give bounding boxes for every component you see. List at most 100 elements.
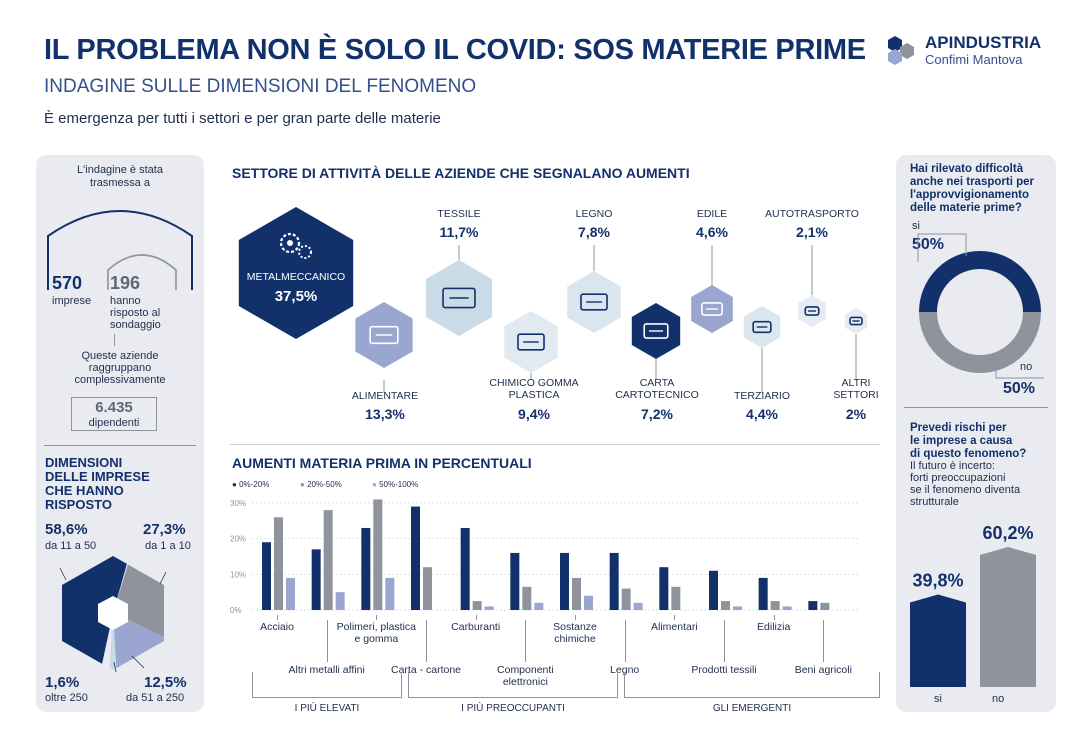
size-value-over-250: 1,6% [45, 674, 80, 691]
category-tick [326, 620, 328, 662]
responded-label-1: hanno [110, 295, 141, 307]
house-outline-icon [47, 210, 193, 290]
sector-label-terziario: TERZIARIO [733, 390, 790, 402]
size-hexagon-chart [59, 556, 167, 673]
bar-1-0 [311, 549, 321, 610]
risk-text-2: forti preoccupazioni [910, 472, 1006, 484]
sectors-hexagons [238, 207, 868, 393]
transport-question-2: anche nei trasporti per [910, 176, 1034, 188]
bar-4-0 [460, 527, 470, 610]
sector-label-altri: ALTRI [841, 377, 871, 389]
transport-question-1: Hai rilevato difficoltà [910, 163, 1024, 175]
paper-icon [643, 323, 669, 339]
category-label: Sostanze chimiche [553, 621, 597, 645]
y-tick-label: 20% [230, 535, 246, 544]
transport-no-value: 50% [1003, 380, 1036, 397]
bar-6-0 [560, 552, 569, 610]
transport-donut-chart [917, 233, 1044, 379]
bar-11-1 [820, 602, 830, 610]
risk-text-1: Il futuro è incerto: [910, 460, 995, 472]
sector-hexagon-0 [238, 207, 354, 339]
bar-9-2 [733, 606, 742, 610]
size-title-1: DIMENSIONI [45, 455, 123, 470]
group-bracket [408, 672, 618, 698]
materials-bar-chart: 0% 10% 20% 30% [230, 499, 858, 615]
risk-question-2: le imprese a causa [910, 435, 1013, 447]
sector-label-alimentare: ALIMENTARE [351, 390, 419, 402]
category-label: Prodotti tessili [691, 664, 757, 676]
size-value-1-10: 27,3% [143, 521, 186, 538]
responded-label-2: risposto al [110, 307, 161, 319]
sector-label-altri-2: SETTORI [833, 389, 879, 401]
transport-question-4: delle materie prime? [910, 202, 1022, 214]
sector-label-carta-2: CARTOTECNICO [615, 389, 699, 401]
sector-label-edile: EDILE [696, 208, 728, 220]
section-divider [230, 444, 880, 445]
logo-name: APINDUSTRIA [925, 33, 1042, 52]
sent-number: 570 [52, 273, 83, 293]
worker-icon [849, 316, 863, 326]
sector-label-chimico: CHIMICO GOMMA [489, 377, 579, 389]
sector-label-autotrasporto: AUTOTRASPORTO [765, 208, 859, 220]
food-icon [369, 325, 399, 345]
sector-value-legno: 7,8% [578, 224, 610, 240]
risk-value-label: 39,8% [912, 570, 963, 590]
page-subtitle: INDAGINE SULLE DIMENSIONI DEL FENOMENO [44, 76, 477, 97]
log-icon [580, 293, 608, 311]
bar-9-0 [709, 570, 718, 610]
category-tick [674, 615, 676, 620]
donut-slice-no [919, 311, 1041, 373]
category-label: Edilizia [757, 621, 791, 633]
bar-10-1 [770, 601, 780, 610]
group-text-3: complessivamente [74, 374, 166, 386]
sector-label-chimico-2: PLASTICA [508, 389, 560, 401]
size-title-2: DELLE IMPRESE [45, 469, 150, 484]
logo-icon [888, 36, 914, 65]
bar-1-1 [323, 510, 333, 610]
y-tick-label: 30% [230, 499, 246, 508]
truck-icon [804, 306, 820, 316]
category-label: Beni agricoli [794, 664, 852, 676]
bar-4-1 [472, 601, 482, 610]
bar-9-1 [721, 601, 730, 610]
bar-8-0 [659, 567, 669, 610]
intro-line-1: L'indagine è stata [77, 164, 163, 176]
bar-7-2 [633, 602, 643, 610]
group-bracket [252, 672, 402, 698]
page-tagline: È emergenza per tutti i settori e per gr… [44, 110, 441, 127]
chemical-icon [517, 333, 545, 351]
bar-10-2 [782, 606, 792, 610]
legend-50-100: ● 50%-100% [372, 480, 419, 489]
sector-label-legno: LEGNO [575, 208, 613, 220]
bar-5-2 [534, 602, 544, 610]
sector-label-carta: CARTA [639, 377, 675, 389]
sector-label-tessile: TESSILE [437, 208, 481, 220]
category-label: Polimeri, plastica e gomma [336, 621, 417, 645]
size-slice-over-250 [108, 613, 118, 670]
risk-text-3: se il fenomeno diventa [910, 484, 1021, 496]
bar-5-1 [522, 586, 532, 610]
logo-sub: Confimi Mantova [925, 52, 1023, 67]
employees-label: dipendenti [88, 417, 140, 429]
category-label: Altri metalli affini [288, 664, 365, 676]
donut-slice-si [919, 251, 1041, 313]
sector-value-tessile: 11,7% [439, 224, 479, 240]
group-text-2: raggruppano [88, 362, 152, 374]
bar-8-1 [671, 586, 681, 610]
sector-value-altri: 2% [845, 406, 867, 422]
trowel-icon [701, 302, 723, 316]
legend-20-50: ● 20%-50% [300, 480, 342, 489]
category-tick [426, 620, 427, 662]
sector-value-metalmeccanico: 37,5% [274, 288, 318, 305]
risk-bar-no [980, 547, 1036, 687]
sector-value-alimentare: 13,3% [365, 406, 405, 422]
size-value-51-250: 12,5% [144, 674, 187, 691]
risk-si-label: si [934, 693, 942, 705]
category-tick [724, 620, 725, 662]
bar-7-1 [621, 588, 631, 610]
group-label: GLI EMERGENTI [712, 703, 792, 714]
transport-no-label: no [1020, 361, 1033, 373]
transport-si-value: 50% [912, 236, 945, 253]
size-label-1-10: da 1 a 10 [145, 540, 191, 552]
category-tick [575, 615, 576, 620]
